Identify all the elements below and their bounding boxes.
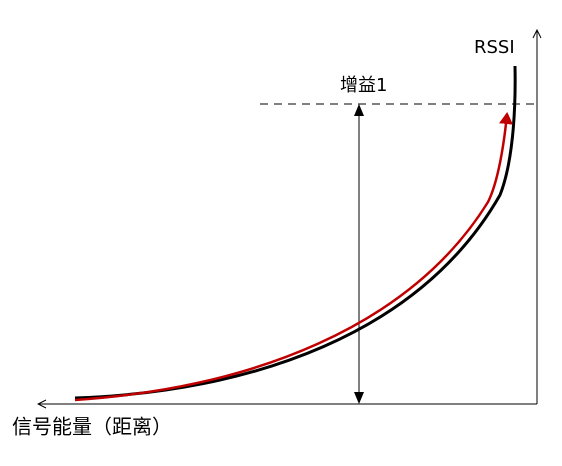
rssi-curve [74,65,517,400]
x-axis-label: 信号能量（距离） [12,415,172,439]
gain-arrow-head [354,104,364,116]
trend-arrow [74,112,514,402]
y-axis-label: RSSI [474,37,515,58]
gain-arrow-head [354,392,364,404]
gain-label: 增益1 [340,75,387,96]
